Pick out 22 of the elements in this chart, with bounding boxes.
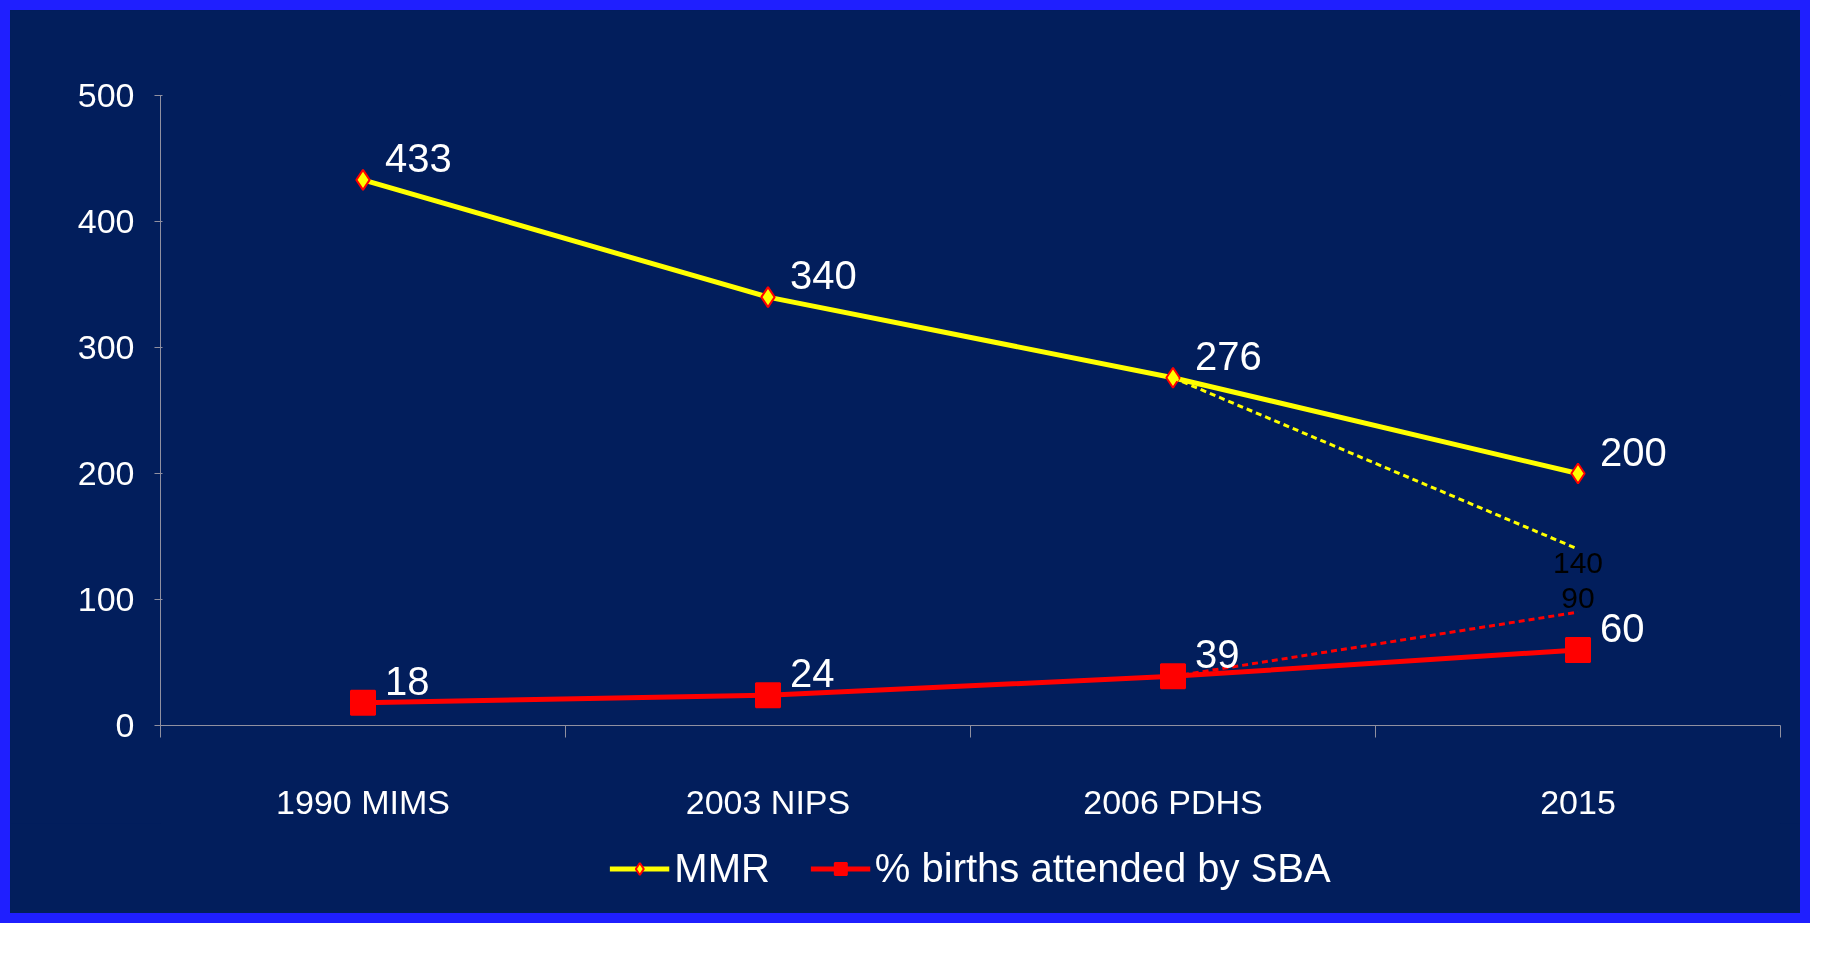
y-tick-label: 400 — [77, 202, 135, 240]
data-label: 433 — [385, 135, 452, 180]
data-label: 276 — [1195, 333, 1262, 378]
data-label: 24 — [790, 651, 835, 696]
legend-label: % births attended by SBA — [874, 845, 1331, 891]
x-tick-label: 1990 MIMS — [276, 782, 450, 821]
data-label: 200 — [1600, 429, 1667, 474]
x-tick-label: 2003 NIPS — [685, 782, 851, 821]
y-tick-label: 0 — [115, 706, 135, 744]
data-label: 60 — [1600, 605, 1645, 650]
data-label: 140 — [1552, 546, 1604, 580]
legend-label: MMR — [674, 845, 770, 891]
data-label: 90 — [1561, 581, 1595, 615]
y-tick-label: 300 — [77, 328, 135, 366]
data-label: 340 — [790, 253, 857, 298]
y-tick-label: 500 — [77, 76, 135, 114]
x-tick-label: 2015 — [1540, 782, 1616, 821]
y-tick-label: 100 — [77, 580, 135, 618]
x-tick-label: 2006 PDHS — [1083, 782, 1263, 821]
y-tick-label: 200 — [77, 454, 135, 492]
data-label: 39 — [1195, 632, 1240, 677]
data-label: 18 — [385, 658, 430, 703]
